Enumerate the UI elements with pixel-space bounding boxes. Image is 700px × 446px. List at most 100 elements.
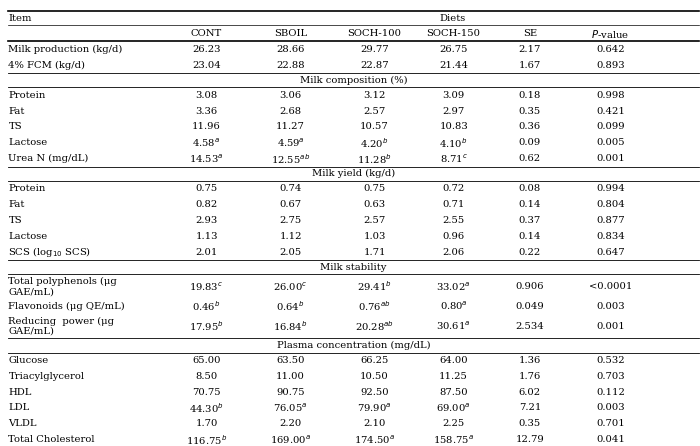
Text: 0.35: 0.35 — [519, 419, 541, 428]
Text: 26.75: 26.75 — [440, 45, 468, 54]
Text: 0.532: 0.532 — [596, 356, 624, 365]
Text: 0.08: 0.08 — [519, 184, 541, 193]
Text: 8.50: 8.50 — [195, 372, 218, 381]
Text: 19.83$^c$: 19.83$^c$ — [190, 280, 223, 293]
Text: 158.75$^a$: 158.75$^a$ — [433, 434, 474, 446]
Text: 0.647: 0.647 — [596, 248, 624, 256]
Text: 2.75: 2.75 — [279, 216, 302, 225]
Text: 26.23: 26.23 — [193, 45, 220, 54]
Text: 1.70: 1.70 — [195, 419, 218, 428]
Text: 87.50: 87.50 — [440, 388, 468, 396]
Text: Reducing  power (μg
GAE/mL): Reducing power (μg GAE/mL) — [8, 317, 114, 336]
Text: 2.17: 2.17 — [519, 45, 541, 54]
Text: 3.06: 3.06 — [279, 91, 302, 100]
Text: 0.80$^a$: 0.80$^a$ — [440, 300, 468, 313]
Text: 3.08: 3.08 — [195, 91, 218, 100]
Text: Glucose: Glucose — [8, 356, 48, 365]
Text: Milk stability: Milk stability — [321, 263, 386, 272]
Text: 0.001: 0.001 — [596, 322, 625, 331]
Text: 116.75$^b$: 116.75$^b$ — [186, 433, 227, 446]
Text: 0.001: 0.001 — [596, 154, 625, 163]
Text: 0.22: 0.22 — [519, 248, 541, 256]
Text: 28.66: 28.66 — [276, 45, 304, 54]
Text: 22.88: 22.88 — [276, 61, 304, 70]
Text: Diets: Diets — [440, 14, 466, 23]
Text: 8.71$^c$: 8.71$^c$ — [440, 153, 468, 165]
Text: TS: TS — [8, 216, 22, 225]
Text: 64.00: 64.00 — [440, 356, 468, 365]
Text: 10.50: 10.50 — [360, 372, 389, 381]
Text: Milk production (kg/d): Milk production (kg/d) — [8, 45, 122, 54]
Text: Fat: Fat — [8, 200, 24, 209]
Text: 0.46$^b$: 0.46$^b$ — [193, 299, 220, 313]
Text: Milk yield (kg/d): Milk yield (kg/d) — [312, 169, 395, 178]
Text: 169.00$^a$: 169.00$^a$ — [270, 434, 311, 446]
Text: 10.83: 10.83 — [439, 123, 468, 132]
Text: 0.877: 0.877 — [596, 216, 624, 225]
Text: Protein: Protein — [8, 184, 46, 193]
Text: 0.75: 0.75 — [195, 184, 218, 193]
Text: 11.28$^b$: 11.28$^b$ — [357, 152, 392, 165]
Text: 0.005: 0.005 — [596, 138, 624, 147]
Text: Item: Item — [8, 14, 32, 23]
Text: 0.703: 0.703 — [596, 372, 624, 381]
Text: 16.84$^b$: 16.84$^b$ — [273, 319, 308, 333]
Text: 1.76: 1.76 — [519, 372, 541, 381]
Text: 11.25: 11.25 — [439, 372, 468, 381]
Text: 79.90$^a$: 79.90$^a$ — [357, 402, 392, 414]
Text: 1.36: 1.36 — [519, 356, 541, 365]
Text: 0.701: 0.701 — [596, 419, 625, 428]
Text: 10.57: 10.57 — [360, 123, 389, 132]
Text: 14.53$^a$: 14.53$^a$ — [189, 153, 224, 165]
Text: 29.41$^b$: 29.41$^b$ — [357, 280, 392, 293]
Text: 0.37: 0.37 — [519, 216, 541, 225]
Text: HDL: HDL — [8, 388, 32, 396]
Text: 0.049: 0.049 — [515, 302, 545, 311]
Text: 26.00$^c$: 26.00$^c$ — [273, 280, 308, 293]
Text: Lactose: Lactose — [8, 232, 48, 241]
Text: 4.10$^b$: 4.10$^b$ — [440, 136, 468, 150]
Text: Total Cholesterol: Total Cholesterol — [8, 435, 95, 444]
Text: 1.71: 1.71 — [363, 248, 386, 256]
Text: 3.09: 3.09 — [442, 91, 465, 100]
Text: 33.02$^a$: 33.02$^a$ — [436, 280, 471, 293]
Text: 4.59$^a$: 4.59$^a$ — [276, 136, 304, 149]
Text: 0.62: 0.62 — [519, 154, 541, 163]
Text: Fat: Fat — [8, 107, 24, 116]
Text: 23.04: 23.04 — [192, 61, 221, 70]
Text: 0.82: 0.82 — [195, 200, 218, 209]
Text: SOCH-100: SOCH-100 — [347, 29, 402, 38]
Text: 0.76$^{ab}$: 0.76$^{ab}$ — [358, 299, 391, 313]
Text: Protein: Protein — [8, 91, 46, 100]
Text: VLDL: VLDL — [8, 419, 37, 428]
Text: SCS (log$_{10}$ SCS): SCS (log$_{10}$ SCS) — [8, 245, 92, 259]
Text: 0.35: 0.35 — [519, 107, 541, 116]
Text: 2.534: 2.534 — [515, 322, 545, 331]
Text: 4% FCM (kg/d): 4% FCM (kg/d) — [8, 61, 85, 70]
Text: 2.06: 2.06 — [442, 248, 465, 256]
Text: Total polyphenols (μg
GAE/mL): Total polyphenols (μg GAE/mL) — [8, 277, 117, 296]
Text: 0.14: 0.14 — [519, 232, 541, 241]
Text: 2.05: 2.05 — [279, 248, 302, 256]
Text: 21.44: 21.44 — [439, 61, 468, 70]
Text: 4.20$^b$: 4.20$^b$ — [360, 136, 388, 150]
Text: Urea N (mg/dL): Urea N (mg/dL) — [8, 154, 89, 163]
Text: 0.75: 0.75 — [363, 184, 386, 193]
Text: 69.00$^a$: 69.00$^a$ — [436, 402, 471, 414]
Text: 1.13: 1.13 — [195, 232, 218, 241]
Text: 7.21: 7.21 — [519, 404, 541, 413]
Text: 90.75: 90.75 — [276, 388, 304, 396]
Text: SOCH-150: SOCH-150 — [426, 29, 481, 38]
Text: 1.12: 1.12 — [279, 232, 302, 241]
Text: 0.421: 0.421 — [596, 107, 625, 116]
Text: 20.28$^{ab}$: 20.28$^{ab}$ — [355, 319, 394, 333]
Text: 0.994: 0.994 — [596, 184, 625, 193]
Text: 2.25: 2.25 — [442, 419, 465, 428]
Text: 2.20: 2.20 — [279, 419, 302, 428]
Text: 0.72: 0.72 — [442, 184, 465, 193]
Text: 0.041: 0.041 — [596, 435, 625, 444]
Text: 11.27: 11.27 — [276, 123, 305, 132]
Text: 44.30$^b$: 44.30$^b$ — [189, 401, 224, 415]
Text: 2.57: 2.57 — [363, 216, 386, 225]
Text: 174.50$^a$: 174.50$^a$ — [354, 434, 395, 446]
